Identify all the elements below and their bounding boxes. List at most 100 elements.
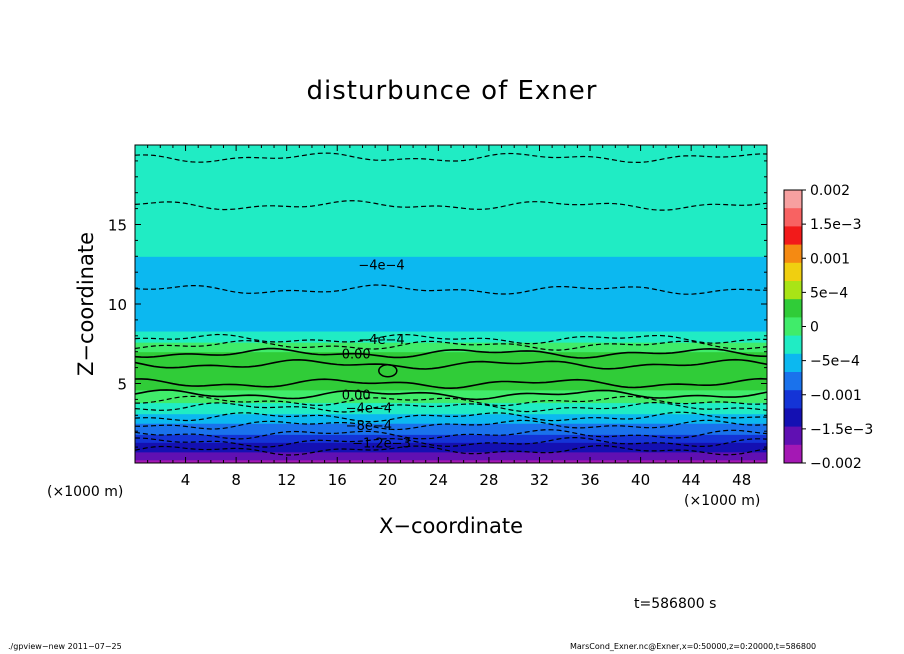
value-band (135, 258, 767, 262)
value-band (135, 397, 767, 400)
value-band (135, 403, 767, 407)
value-band (135, 263, 767, 267)
value-band (135, 454, 767, 458)
value-band (135, 169, 767, 173)
footer-left: ./gpview−new 2011−07−25 (8, 642, 122, 651)
value-band (135, 147, 767, 151)
value-band (135, 225, 767, 229)
value-band (135, 357, 767, 361)
value-band (135, 247, 767, 251)
value-band (135, 217, 767, 221)
value-band (135, 166, 767, 170)
y-tick-label: 5 (117, 376, 127, 394)
value-band (135, 276, 767, 280)
value-band (135, 355, 767, 359)
colorbar-tick-label: −0.001 (810, 388, 862, 404)
value-band (135, 306, 767, 310)
value-band (135, 349, 767, 353)
contour-label: −8e−4 (346, 419, 392, 434)
value-band (135, 266, 767, 270)
value-band (135, 379, 767, 383)
value-band (135, 416, 767, 419)
contour-label: −4e−4 (346, 401, 392, 416)
value-band (135, 198, 767, 202)
value-band (135, 220, 767, 224)
contour-label: −4e−4 (358, 258, 404, 273)
value-band (135, 305, 767, 308)
value-band (135, 255, 767, 259)
colorbar-swatch (784, 226, 802, 245)
value-band (135, 446, 767, 450)
contour-line (135, 401, 767, 413)
contour-label: 0.00 (342, 389, 371, 404)
value-band (135, 165, 767, 168)
contour-label: 0.00 (342, 347, 371, 362)
value-band (135, 173, 767, 176)
colorbar-swatch (784, 190, 802, 209)
value-band (135, 274, 767, 278)
value-band (135, 286, 767, 289)
value-band (135, 185, 767, 189)
value-band (135, 405, 767, 408)
value-band (135, 177, 767, 181)
colorbar-tick-label: 0 (810, 320, 819, 336)
value-band (135, 440, 767, 443)
colorbar-swatch (784, 444, 802, 464)
value-band (135, 413, 767, 416)
x-axis-label: X−coordinate (379, 514, 523, 538)
value-band (135, 249, 767, 253)
value-band (135, 362, 767, 365)
colorbar-tick-label: −1.5e−3 (810, 422, 873, 438)
value-band (135, 230, 767, 233)
value-band (135, 174, 767, 178)
x-tick-label: 32 (530, 471, 549, 489)
value-band (135, 325, 767, 329)
value-band (135, 443, 767, 447)
contour-line (135, 358, 767, 370)
value-band (135, 328, 767, 332)
value-band (135, 437, 767, 440)
contour-line (135, 152, 767, 163)
value-band (135, 373, 767, 377)
value-band (135, 157, 767, 160)
value-band (135, 330, 767, 334)
value-band (135, 176, 767, 179)
value-band (135, 241, 767, 245)
value-band (135, 360, 767, 364)
value-band (135, 424, 767, 427)
value-band (135, 429, 767, 432)
value-band (135, 161, 767, 165)
value-band (135, 252, 767, 256)
colorbar-tick-label: 0.001 (810, 251, 850, 267)
value-band (135, 298, 767, 302)
value-band (135, 231, 767, 235)
value-band (135, 336, 767, 340)
value-band (135, 370, 767, 373)
value-band (135, 214, 767, 218)
value-band (135, 262, 767, 265)
contour-line (135, 445, 767, 456)
value-band (135, 411, 767, 415)
contour-line (135, 437, 767, 448)
value-band (135, 246, 767, 249)
colorbar-tick-label: 0.002 (810, 183, 850, 199)
value-band (135, 435, 767, 439)
value-band (135, 457, 767, 461)
value-band (135, 378, 767, 381)
value-band (135, 421, 767, 424)
value-band (135, 422, 767, 426)
value-band (135, 158, 767, 162)
value-band (135, 203, 767, 206)
value-band (135, 427, 767, 431)
value-band (135, 300, 767, 303)
value-band (135, 278, 767, 281)
contour-line (135, 389, 767, 401)
colorbar-tick-label: 1.5e−3 (810, 217, 862, 233)
value-band (135, 211, 767, 214)
value-band (135, 346, 767, 350)
value-band (135, 196, 767, 200)
value-band (135, 301, 767, 305)
contour-line (135, 377, 767, 390)
